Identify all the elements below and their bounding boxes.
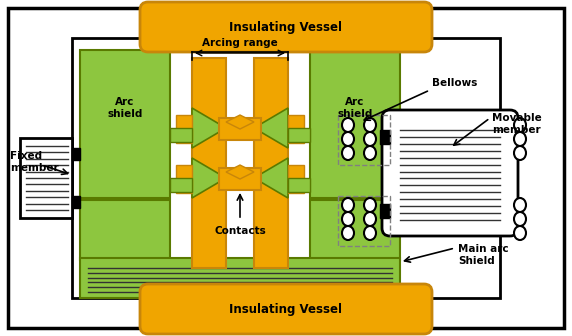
Ellipse shape <box>342 146 354 160</box>
Polygon shape <box>254 108 288 148</box>
Ellipse shape <box>342 226 354 240</box>
Polygon shape <box>226 165 254 179</box>
Bar <box>288 128 310 142</box>
Bar <box>310 200 400 260</box>
Text: Main arc
Shield: Main arc Shield <box>458 244 509 265</box>
Ellipse shape <box>514 212 526 226</box>
Bar <box>72 148 80 160</box>
Bar <box>338 196 390 246</box>
Polygon shape <box>226 115 254 129</box>
Ellipse shape <box>364 198 376 212</box>
Bar <box>288 165 304 193</box>
Text: Arc
shield: Arc shield <box>337 97 373 119</box>
Bar <box>254 58 288 268</box>
Text: Bellows: Bellows <box>432 78 478 88</box>
FancyBboxPatch shape <box>140 284 432 334</box>
Bar <box>170 128 192 142</box>
Ellipse shape <box>514 146 526 160</box>
Text: Movable
member: Movable member <box>492 113 542 135</box>
Bar <box>170 178 192 192</box>
Ellipse shape <box>342 212 354 226</box>
Polygon shape <box>254 158 288 198</box>
Ellipse shape <box>514 198 526 212</box>
Bar <box>288 178 310 192</box>
Bar <box>176 115 192 143</box>
Ellipse shape <box>364 118 376 132</box>
Bar <box>72 38 500 298</box>
Polygon shape <box>192 158 226 198</box>
Bar <box>219 168 261 190</box>
Bar <box>72 196 80 208</box>
FancyBboxPatch shape <box>382 110 518 236</box>
Ellipse shape <box>364 226 376 240</box>
Bar <box>20 138 72 218</box>
Ellipse shape <box>514 118 526 132</box>
Text: Fixed
member: Fixed member <box>10 151 58 173</box>
Ellipse shape <box>342 198 354 212</box>
Bar <box>380 130 390 144</box>
Polygon shape <box>192 108 226 148</box>
Bar <box>176 165 192 193</box>
Bar <box>219 118 261 140</box>
Text: Contacts: Contacts <box>214 226 266 236</box>
FancyBboxPatch shape <box>140 2 432 52</box>
Bar <box>338 115 390 165</box>
Bar <box>80 200 170 260</box>
Text: Insulating Vessel: Insulating Vessel <box>229 302 343 316</box>
Ellipse shape <box>364 212 376 226</box>
Ellipse shape <box>342 132 354 146</box>
Ellipse shape <box>514 226 526 240</box>
Bar <box>192 58 226 268</box>
Bar <box>310 50 400 198</box>
Ellipse shape <box>342 118 354 132</box>
Text: Arc
shield: Arc shield <box>108 97 142 119</box>
Text: Arcing range: Arcing range <box>202 38 278 48</box>
Bar <box>288 115 304 143</box>
Ellipse shape <box>364 132 376 146</box>
Bar <box>80 258 400 298</box>
Ellipse shape <box>514 132 526 146</box>
Ellipse shape <box>364 146 376 160</box>
Bar <box>380 204 390 218</box>
Bar <box>80 50 170 198</box>
Text: Insulating Vessel: Insulating Vessel <box>229 20 343 34</box>
